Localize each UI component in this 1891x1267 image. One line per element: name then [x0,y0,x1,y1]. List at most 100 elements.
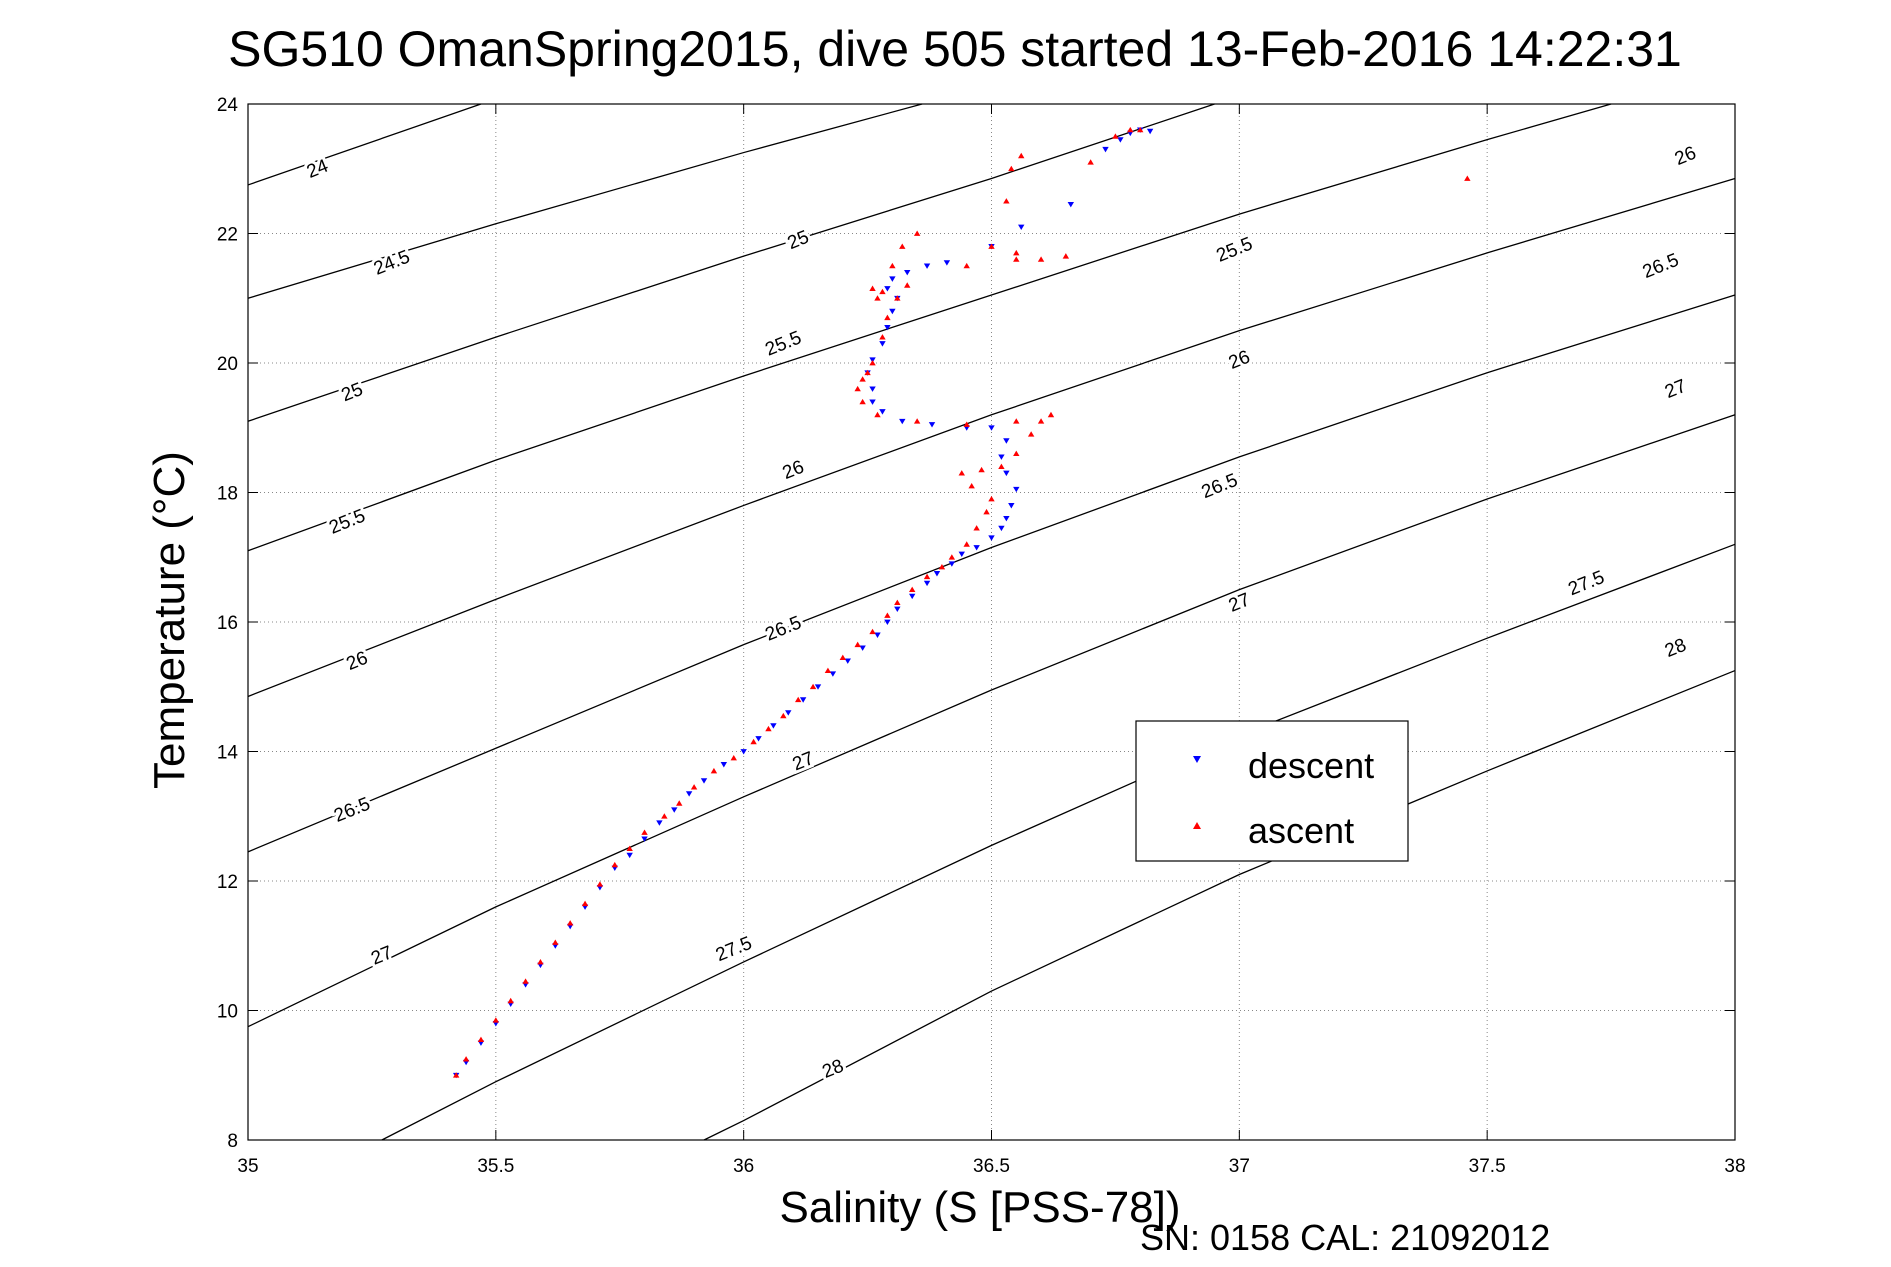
ascent-point [1047,411,1055,418]
ascent-point [611,861,618,868]
ascent-point [1087,159,1094,165]
ascent-point [1464,175,1471,181]
descent-point [814,684,822,690]
ascent-point [894,295,901,301]
descent-point [904,269,911,276]
ascent-point [963,262,970,269]
ascent-point [452,1072,460,1078]
x-tick-label: 37.5 [1469,1156,1506,1177]
ascent-point [854,385,861,392]
descent-point [998,525,1005,532]
descent-point [641,836,648,842]
descent-point [998,454,1005,460]
descent-point [879,409,886,415]
ascent-point [988,243,995,249]
ascent-point [462,1056,470,1062]
data-series [452,126,1471,1079]
density-contour-27-5 [381,543,1736,1141]
ascent-point [879,334,886,340]
ascent-point [874,295,881,301]
ascent-point [988,495,995,502]
descent-point [889,276,896,282]
legend-descent-marker [1193,756,1201,763]
ascent-point [913,418,921,424]
density-contour-25-5 [247,103,1612,552]
descent-point [988,535,995,541]
ascent-point [507,997,514,1004]
legend: descent ascent [1135,720,1409,862]
ascent-point [581,900,589,907]
ascent-point [750,738,757,745]
ascent-point [874,411,881,418]
ascent-point [854,641,861,648]
descent-point [923,263,931,269]
descent-point [923,580,931,587]
descent-point [785,710,792,716]
density-contour-26 [247,177,1736,698]
ascent-point [869,628,876,635]
legend-ascent-label: ascent [1248,810,1354,851]
ascent-point [552,939,559,945]
ascent-point [1112,133,1119,139]
x-axis-title: Salinity (S [PSS-78]) [779,1183,1180,1232]
descent-point [869,399,876,405]
descent-point [899,418,906,425]
y-tick-label: 24 [217,95,239,116]
ascent-point [899,243,906,249]
descent-point [988,425,995,431]
ascent-point [963,421,970,427]
ascent-point [1127,126,1134,133]
descent-point [943,260,951,266]
ascent-point [765,725,772,732]
ascent-point [824,667,832,673]
ascent-point [864,369,871,376]
y-tick-label: 18 [217,484,238,505]
descent-point [1013,486,1020,493]
ascent-point [1013,256,1020,262]
ascent-point [596,881,604,887]
descent-point [844,658,851,664]
ascent-point [884,314,891,321]
ascent-point [968,483,975,489]
serial-calibration-label: SN: 0158 CAL: 21092012 [1140,1217,1550,1258]
ascent-point [983,508,990,515]
descent-point [755,736,762,742]
ascent-point [641,829,648,835]
ascent-point [839,654,846,661]
descent-point [770,723,777,729]
descent-point [889,308,896,315]
descent-point [894,606,901,613]
series-ascent [452,126,1471,1078]
y-tick-label: 14 [217,743,239,764]
density-contour-24-5 [247,103,923,299]
ascent-point [492,1017,500,1023]
descent-point [799,697,807,703]
ascent-point [859,398,866,405]
ascent-point [522,978,529,984]
axis-ticks: 35 35.5 36 36.5 37 37.5 38 8 10 12 14 16 18 20 22 24 [217,95,1746,1177]
ascent-point [869,285,876,291]
descent-point [874,632,881,638]
ascent-point [908,586,916,593]
ascent-point [894,599,901,605]
descent-point [671,807,678,813]
descent-point [685,791,693,797]
descent-point [656,820,663,826]
ascent-point [661,813,668,819]
chart-title: SG510 OmanSpring2015, dive 505 started 1… [228,21,1682,77]
descent-point [884,619,891,625]
y-tick-label: 20 [217,354,238,375]
x-tick-label: 36 [733,1156,754,1177]
descent-point [884,324,891,331]
ascent-point [1013,249,1020,256]
ascent-point [1027,431,1035,437]
descent-point [740,749,747,755]
descent-point [928,422,936,428]
descent-point [1067,201,1075,208]
ascent-point [794,696,802,703]
x-tick-label: 35 [237,1156,258,1177]
density-contour-25 [247,103,1215,422]
ascent-point [973,525,980,531]
